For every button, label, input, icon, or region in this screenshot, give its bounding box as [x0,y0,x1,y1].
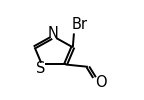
Text: Br: Br [72,17,88,32]
Text: N: N [47,26,58,41]
Text: O: O [95,76,106,90]
Text: S: S [36,61,46,76]
